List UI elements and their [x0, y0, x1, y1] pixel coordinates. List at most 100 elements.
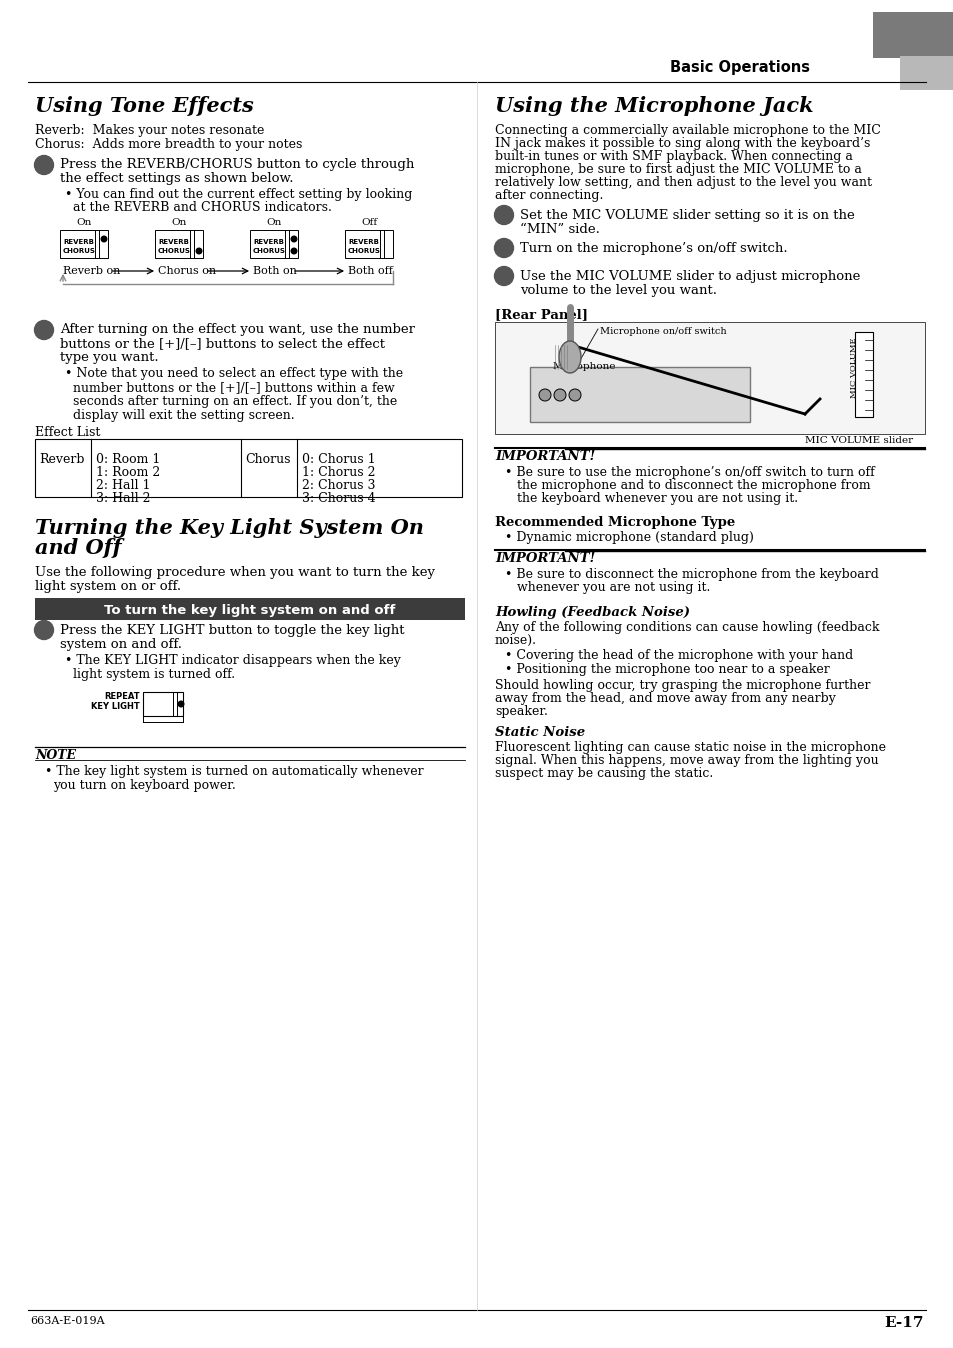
Text: Any of the following conditions can cause howling (feedback: Any of the following conditions can caus… — [495, 621, 879, 634]
Text: 1: Room 2: 1: Room 2 — [96, 466, 160, 479]
Bar — [899, 57, 953, 90]
Text: • Positioning the microphone too near to a speaker: • Positioning the microphone too near to… — [504, 663, 829, 675]
Text: buttons or the [+]/[–] buttons to select the effect: buttons or the [+]/[–] buttons to select… — [60, 337, 385, 350]
Circle shape — [291, 236, 296, 241]
Text: suspect may be causing the static.: suspect may be causing the static. — [495, 767, 713, 780]
Text: Press the REVERB/CHORUS button to cycle through: Press the REVERB/CHORUS button to cycle … — [60, 158, 414, 171]
Text: 1: Chorus 2: 1: Chorus 2 — [302, 466, 375, 479]
Bar — [35, 599, 464, 620]
Circle shape — [554, 390, 565, 400]
Circle shape — [196, 248, 202, 253]
Text: On: On — [76, 218, 91, 226]
Text: KEY LIGHT: KEY LIGHT — [91, 702, 140, 710]
Text: 3: Chorus 4: 3: Chorus 4 — [302, 492, 375, 506]
Text: Basic Operations: Basic Operations — [669, 61, 809, 75]
Circle shape — [34, 321, 53, 340]
Text: display will exit the setting screen.: display will exit the setting screen. — [73, 408, 294, 422]
Text: Howling (Feedback Noise): Howling (Feedback Noise) — [495, 607, 689, 619]
Text: • Covering the head of the microphone with your hand: • Covering the head of the microphone wi… — [504, 648, 852, 662]
Text: volume to the level you want.: volume to the level you want. — [519, 284, 717, 297]
Text: • Be sure to use the microphone’s on/off switch to turn off: • Be sure to use the microphone’s on/off… — [504, 466, 874, 479]
Text: light system on or off.: light system on or off. — [35, 580, 181, 593]
Text: REVERB: REVERB — [253, 239, 284, 245]
Bar — [530, 367, 749, 422]
Text: Both off: Both off — [348, 266, 393, 276]
Text: Reverb:  Makes your notes resonate: Reverb: Makes your notes resonate — [35, 124, 264, 137]
Text: seconds after turning on an effect. If you don’t, the: seconds after turning on an effect. If y… — [73, 395, 396, 408]
Bar — [154, 231, 203, 257]
Text: • Dynamic microphone (standard plug): • Dynamic microphone (standard plug) — [504, 531, 753, 545]
Text: REVERB: REVERB — [348, 239, 378, 245]
Text: Fluorescent lighting can cause static noise in the microphone: Fluorescent lighting can cause static no… — [495, 741, 885, 754]
Text: Should howling occur, try grasping the microphone further: Should howling occur, try grasping the m… — [495, 679, 869, 692]
Text: Microphone: Microphone — [553, 363, 616, 371]
Text: Microphone on/off switch: Microphone on/off switch — [599, 328, 726, 336]
Bar — [495, 322, 924, 434]
Text: [Rear Panel]: [Rear Panel] — [495, 307, 587, 321]
Text: Use the MIC VOLUME slider to adjust microphone: Use the MIC VOLUME slider to adjust micr… — [519, 270, 860, 283]
Text: Chorus:  Adds more breadth to your notes: Chorus: Adds more breadth to your notes — [35, 137, 302, 151]
Text: IN jack makes it possible to sing along with the keyboard’s: IN jack makes it possible to sing along … — [495, 137, 869, 150]
Text: On: On — [172, 218, 187, 226]
Text: 2: Chorus 3: 2: Chorus 3 — [302, 479, 375, 492]
Text: you turn on keyboard power.: you turn on keyboard power. — [53, 779, 235, 793]
Text: Chorus: Chorus — [245, 453, 291, 466]
Text: 1: 1 — [500, 210, 507, 220]
Text: and Off: and Off — [35, 538, 121, 558]
Text: • The KEY LIGHT indicator disappears when the key: • The KEY LIGHT indicator disappears whe… — [65, 654, 400, 667]
Text: Press the KEY LIGHT button to toggle the key light: Press the KEY LIGHT button to toggle the… — [60, 624, 404, 638]
Text: 0: Chorus 1: 0: Chorus 1 — [302, 453, 375, 466]
Bar — [854, 332, 872, 417]
Text: 1: 1 — [40, 160, 48, 170]
Text: REPEAT: REPEAT — [104, 692, 140, 701]
Text: Effect List: Effect List — [35, 426, 100, 439]
Text: Using the Microphone Jack: Using the Microphone Jack — [495, 96, 813, 116]
Text: Using Tone Effects: Using Tone Effects — [35, 96, 253, 116]
Text: MIC VOLUME slider: MIC VOLUME slider — [804, 435, 912, 445]
Text: the microphone and to disconnect the microphone from: the microphone and to disconnect the mic… — [504, 479, 870, 492]
Text: Off: Off — [360, 218, 376, 226]
Text: light system is turned off.: light system is turned off. — [73, 669, 234, 681]
Text: CHORUS: CHORUS — [348, 248, 380, 253]
Text: 0: Room 1: 0: Room 1 — [96, 453, 160, 466]
Text: Static Noise: Static Noise — [495, 727, 584, 739]
Text: built-in tunes or with SMF playback. When connecting a: built-in tunes or with SMF playback. Whe… — [495, 150, 852, 163]
Circle shape — [494, 267, 513, 286]
Text: Use the following procedure when you want to turn the key: Use the following procedure when you wan… — [35, 566, 435, 580]
Bar — [35, 439, 461, 497]
Text: “MIN” side.: “MIN” side. — [519, 222, 599, 236]
Text: 2: 2 — [500, 243, 507, 253]
Text: After turning on the effect you want, use the number: After turning on the effect you want, us… — [60, 324, 415, 336]
Text: type you want.: type you want. — [60, 350, 158, 364]
Text: 663A-E-019A: 663A-E-019A — [30, 1316, 105, 1326]
Text: IMPORTANT!: IMPORTANT! — [495, 551, 595, 565]
Circle shape — [178, 701, 184, 706]
Text: CHORUS: CHORUS — [63, 248, 95, 253]
Text: CHORUS: CHORUS — [253, 248, 286, 253]
Circle shape — [494, 205, 513, 225]
Text: On: On — [266, 218, 281, 226]
Text: • Note that you need to select an effect type with the: • Note that you need to select an effect… — [65, 367, 403, 380]
Text: away from the head, and move away from any nearby: away from the head, and move away from a… — [495, 692, 835, 705]
Text: whenever you are not using it.: whenever you are not using it. — [504, 581, 710, 594]
Text: Turning the Key Light System On: Turning the Key Light System On — [35, 518, 423, 538]
Text: • The key light system is turned on automatically whenever: • The key light system is turned on auto… — [45, 766, 423, 778]
Text: Reverb on: Reverb on — [63, 266, 120, 276]
Text: Both on: Both on — [253, 266, 296, 276]
Text: NOTE: NOTE — [35, 749, 76, 762]
Text: E-17: E-17 — [883, 1316, 923, 1330]
Circle shape — [101, 236, 107, 241]
Circle shape — [494, 239, 513, 257]
Text: REVERB: REVERB — [158, 239, 189, 245]
Text: the keyboard whenever you are not using it.: the keyboard whenever you are not using … — [504, 492, 798, 506]
Bar — [143, 692, 183, 716]
Text: • You can find out the current effect setting by looking: • You can find out the current effect se… — [65, 187, 412, 201]
Text: 2: 2 — [40, 325, 48, 336]
Bar — [60, 231, 108, 257]
Text: after connecting.: after connecting. — [495, 189, 602, 202]
Text: 1: 1 — [40, 625, 48, 635]
Text: number buttons or the [+]/[–] buttons within a few: number buttons or the [+]/[–] buttons wi… — [73, 381, 395, 394]
Circle shape — [291, 248, 296, 253]
Text: noise).: noise). — [495, 634, 537, 647]
Text: Set the MIC VOLUME slider setting so it is on the: Set the MIC VOLUME slider setting so it … — [519, 209, 854, 222]
